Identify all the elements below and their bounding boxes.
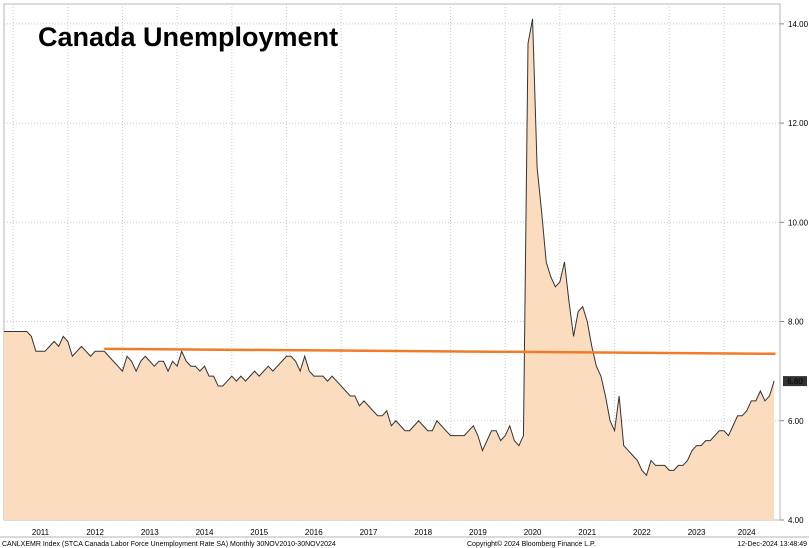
x-tick-label: 2012 bbox=[86, 528, 104, 537]
last-value-badge-box bbox=[783, 376, 807, 387]
x-tick-label: 2014 bbox=[196, 528, 214, 537]
last-value-label: 6.80 bbox=[787, 377, 803, 386]
x-tick-label: 2013 bbox=[141, 528, 159, 537]
x-tick-label: 2018 bbox=[414, 528, 432, 537]
x-axis-ticks: 2011 2012 2013 2014 2015 2016 2017 2018 2019 2020… bbox=[32, 528, 756, 537]
x-tick-label: 2024 bbox=[738, 528, 756, 537]
x-tick-label: 2020 bbox=[524, 528, 542, 537]
footer-copyright: Copyright© 2024 Bloomberg Finance L.P. bbox=[467, 540, 596, 548]
footer-timestamp: 12-Dec-2024 13:48:49 bbox=[737, 541, 807, 548]
y-axis-ticks: 4.00 6.00 8.00 10.00 12.00 14.00 bbox=[780, 20, 809, 525]
reference-line bbox=[104, 347, 776, 356]
y-tick-label: 12.00 bbox=[788, 119, 809, 128]
x-tick-label: 2021 bbox=[578, 528, 596, 537]
y-tick-label: 10.00 bbox=[788, 218, 809, 227]
y-tick-label: 6.00 bbox=[788, 417, 804, 426]
unemployment-line bbox=[4, 18, 775, 477]
x-tick-label: 2023 bbox=[688, 528, 706, 537]
y-tick-label: 4.00 bbox=[788, 516, 804, 525]
x-tick-label: 2019 bbox=[469, 528, 487, 537]
unemployment-area bbox=[4, 18, 775, 520]
x-tick-label: 2017 bbox=[360, 528, 378, 537]
x-tick-label: 2015 bbox=[250, 528, 268, 537]
last-value-badge: 6.80 bbox=[783, 376, 807, 387]
x-tick-label: 2011 bbox=[32, 528, 50, 537]
y-tick-label: 8.00 bbox=[788, 318, 804, 327]
footer-source: CANLXEMR Index (STCA Canada Labor Force … bbox=[2, 541, 336, 548]
y-tick-label: 14.00 bbox=[788, 20, 809, 29]
x-tick-label: 2016 bbox=[305, 528, 323, 537]
x-tick-label: 2022 bbox=[633, 528, 651, 537]
chart-title: Canada Unemployment bbox=[38, 22, 338, 52]
